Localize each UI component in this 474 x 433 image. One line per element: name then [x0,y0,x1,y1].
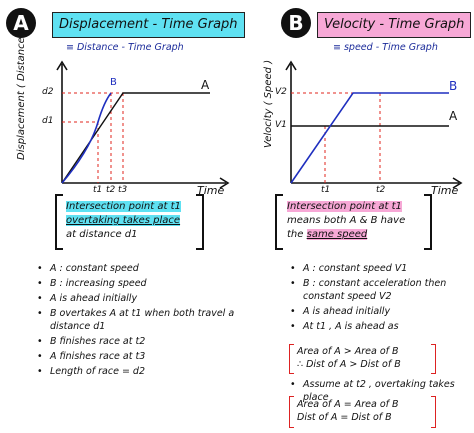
list-item: A : constant speed [37,262,238,275]
note-bracket-right-b [424,194,432,250]
x-axis-label-b: Time [431,184,459,197]
box2-bracket-left [289,396,294,428]
x-tick-t2-b: t2 [376,185,386,195]
list-item: A is ahead initially [37,292,238,305]
note-a: Intersection point at t1 overtaking take… [66,200,181,242]
subtitle-a: ≡ Distance - Time Graph [66,42,184,53]
bullets-a: A : constant speed B : increasing speed … [36,262,238,378]
bullets-b: A : constant speed V1 B : constant accel… [289,262,474,333]
panel-a: A Displacement - Time Graph ≡ Distance -… [0,0,237,433]
note-a-line2: overtaking takes place [66,215,181,226]
label-a-a: A [201,78,210,92]
box1-line2: ∴ Dist of A > Dist of B [297,359,401,370]
x-arrow-a [219,177,230,189]
box2-line1: Area of A = Area of B [297,399,399,410]
box2-line2: Dist of A = Dist of B [297,412,392,423]
bullets-b-2: Assume at t2 , overtaking takes place [289,378,474,404]
box2-bracket-right [431,396,436,428]
x-tick-t1-a: t1 [93,185,103,195]
x-tick-t2-a: t2 [106,185,116,195]
title-a: Displacement - Time Graph [52,12,245,38]
list-item: Length of race = d2 [37,365,238,378]
list-item: B : increasing speed [37,277,238,290]
list-item: Assume at t2 , overtaking takes place [290,378,474,404]
y-tick-d1-a: d1 [42,116,54,126]
list-item: A finishes race at t3 [37,350,238,363]
note-b-line1: Intersection point at t1 [287,201,402,212]
note-a-line1: Intersection point at t1 [66,201,181,212]
badge-a: A [6,8,36,38]
list-item: A : constant speed V1 [290,262,474,275]
note-bracket-right-a [196,194,204,250]
box2: Area of A = Area of B Dist of A = Dist o… [297,398,399,424]
note-b-line2: means both A & B have [287,215,406,226]
x-tick-t1-b: t1 [321,185,331,195]
list-item: B overtakes A at t1 when both travel a d… [37,307,238,333]
x-axis-label-a: Time [197,184,225,197]
note-b-line3-hl: same speed [306,229,368,240]
label-b-b: B [449,79,458,93]
x-arrow-b [452,177,463,189]
line-b-b [290,92,449,184]
box1-bracket-right [431,344,436,374]
graph-a [56,60,230,189]
y-arrow-b [285,60,297,71]
badge-b: B [281,8,311,38]
list-item: At t1 , A is ahead as [290,320,474,333]
list-item: B : constant acceleration then constant … [290,277,474,303]
list-item: A is ahead initially [290,305,474,318]
note-bracket-left-b [275,194,283,250]
title-b: Velocity - Time Graph [317,12,472,38]
graph-b [285,60,463,189]
label-a-b: A [449,109,458,123]
curve-b-a [61,92,112,184]
panel-b: B Velocity - Time Graph ≡ speed - Time G… [237,0,474,433]
y-tick-d2-a: d2 [42,87,54,97]
note-bracket-left-a [55,194,63,250]
note-a-line3: at distance d1 [66,229,138,240]
label-b-a: B [110,77,117,88]
list-item: B finishes race at t2 [37,335,238,348]
x-tick-t3-a: t3 [118,185,128,195]
box1: Area of A > Area of B ∴ Dist of A > Dist… [297,345,401,371]
y-arrow-a [56,60,68,71]
box1-line1: Area of A > Area of B [297,346,399,357]
y-tick-v1-b: V1 [275,120,287,130]
note-b: Intersection point at t1 means both A & … [287,200,405,242]
note-b-line3-pre: the [287,229,304,240]
line-a-a [61,92,210,184]
subtitle-b: ≡ speed - Time Graph [333,42,438,53]
box1-bracket-left [289,344,294,374]
y-tick-v2-b: V2 [275,87,287,97]
